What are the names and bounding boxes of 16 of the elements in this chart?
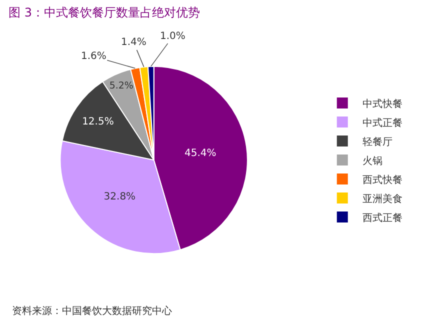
legend-label: 中式正餐 — [362, 116, 402, 129]
data-label: 1.6% — [81, 51, 106, 62]
data-label: 12.5% — [82, 116, 114, 128]
text: 资料来源：中国餐饮大数据研究中心 — [12, 305, 172, 317]
legend-label: 西式快餐 — [362, 174, 402, 186]
legend-label: 轻餐厅 — [362, 136, 392, 148]
legend-label: 火锅 — [362, 154, 382, 167]
chart-title: 图 3：中式餐饮餐厅数量占绝对优势 — [8, 5, 200, 20]
data-label: 32.8% — [104, 192, 136, 203]
data-label: 1.0% — [160, 31, 186, 42]
data-label: 45.4% — [184, 148, 216, 159]
legend-label: 西式正餐 — [362, 212, 402, 224]
data-label: 5.2% — [109, 80, 134, 92]
data-label: 1.4% — [121, 37, 146, 48]
legend-label: 亚洲美食 — [362, 192, 402, 205]
legend-label: 中式快餐 — [362, 98, 402, 110]
